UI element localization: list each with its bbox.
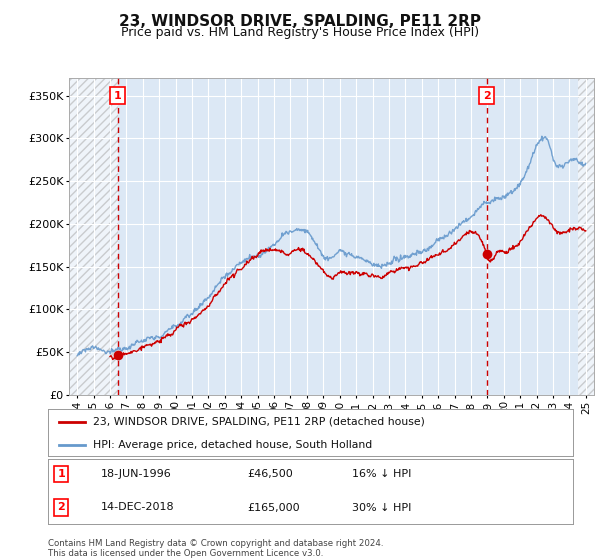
Text: £46,500: £46,500 [248, 469, 293, 479]
Text: 14-DEC-2018: 14-DEC-2018 [101, 502, 174, 512]
Text: 16% ↓ HPI: 16% ↓ HPI [353, 469, 412, 479]
Bar [578, 78, 594, 395]
Text: 1: 1 [57, 469, 65, 479]
Text: 2: 2 [57, 502, 65, 512]
Text: HPI: Average price, detached house, South Holland: HPI: Average price, detached house, Sout… [92, 440, 372, 450]
Text: Price paid vs. HM Land Registry's House Price Index (HPI): Price paid vs. HM Land Registry's House … [121, 26, 479, 39]
Text: Contains HM Land Registry data © Crown copyright and database right 2024.
This d: Contains HM Land Registry data © Crown c… [48, 539, 383, 558]
Bar [69, 78, 118, 395]
Text: 23, WINDSOR DRIVE, SPALDING, PE11 2RP (detached house): 23, WINDSOR DRIVE, SPALDING, PE11 2RP (d… [92, 417, 425, 427]
Text: 2: 2 [482, 91, 490, 101]
Text: £165,000: £165,000 [248, 502, 300, 512]
Text: 30% ↓ HPI: 30% ↓ HPI [353, 502, 412, 512]
Text: 1: 1 [113, 91, 121, 101]
Text: 18-JUN-1996: 18-JUN-1996 [101, 469, 171, 479]
Text: 23, WINDSOR DRIVE, SPALDING, PE11 2RP: 23, WINDSOR DRIVE, SPALDING, PE11 2RP [119, 14, 481, 29]
